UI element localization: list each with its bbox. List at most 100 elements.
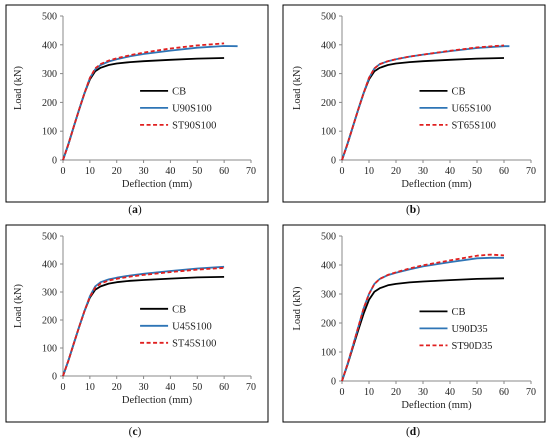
panel-caption-close: ) bbox=[138, 426, 142, 438]
legend-label-cb: CB bbox=[451, 307, 465, 318]
legend-label-cb: CB bbox=[172, 304, 186, 315]
panel-caption-letter: d bbox=[410, 426, 417, 438]
y-tick-label: 200 bbox=[321, 98, 336, 109]
chart-panel-d: 0 100 200 300 400 500 0 10 20 30 40 50 60 70 Deflectio… bbox=[282, 224, 546, 438]
legend-label-st65s100: ST65S100 bbox=[451, 120, 495, 131]
panel-frame bbox=[282, 224, 546, 423]
x-tick-label: 40 bbox=[165, 166, 175, 177]
y-axis-title: Load (kN) bbox=[13, 65, 24, 110]
x-tick-label: 40 bbox=[445, 166, 455, 177]
y-tick-label: 300 bbox=[321, 290, 336, 301]
x-tick-label: 10 bbox=[364, 387, 374, 398]
x-tick-label: 60 bbox=[499, 166, 509, 177]
x-tick-label: 20 bbox=[391, 387, 401, 398]
x-axis-title: Deflection (mm) bbox=[122, 179, 193, 190]
panel-caption: (a) bbox=[128, 204, 142, 216]
y-tick-label: 500 bbox=[321, 12, 336, 23]
y-tick-label: 400 bbox=[42, 40, 57, 51]
y-axis-title: Load (kN) bbox=[13, 283, 24, 328]
panel-frame bbox=[282, 4, 546, 203]
x-tick-label: 0 bbox=[61, 166, 66, 177]
chart-panel-a: 0 100 200 300 400 500 0 10 20 30 40 50 60 70 Deflectio… bbox=[5, 4, 269, 216]
panel-frame bbox=[5, 4, 269, 203]
x-tick-label: 20 bbox=[391, 166, 401, 177]
y-tick-label: 0 bbox=[331, 156, 336, 167]
chart-panel-b: 0 100 200 300 400 500 0 10 20 30 40 50 60 70 Deflectio… bbox=[282, 4, 546, 216]
panel-caption: (c) bbox=[129, 426, 142, 438]
y-tick-label: 300 bbox=[42, 69, 57, 80]
x-tick-label: 10 bbox=[85, 382, 95, 393]
y-tick-label: 300 bbox=[321, 69, 336, 80]
legend-label-cb: CB bbox=[451, 86, 465, 97]
series-line-st65s100 bbox=[341, 44, 505, 161]
legend-label-st90d35: ST90D35 bbox=[451, 341, 492, 352]
panel-caption-letter: c bbox=[132, 426, 137, 438]
y-tick-label: 500 bbox=[321, 232, 336, 243]
x-tick-label: 0 bbox=[340, 387, 345, 398]
legend-label-cb: CB bbox=[172, 86, 186, 97]
x-tick-label: 30 bbox=[418, 166, 428, 177]
x-tick-label: 50 bbox=[192, 382, 202, 393]
x-tick-label: 40 bbox=[445, 387, 455, 398]
y-tick-label: 100 bbox=[321, 348, 336, 359]
y-tick-label: 0 bbox=[331, 377, 336, 388]
panel-caption-open: ( bbox=[406, 426, 410, 438]
panel-caption: (b) bbox=[406, 204, 420, 216]
x-tick-label: 60 bbox=[219, 382, 229, 393]
y-tick-label: 400 bbox=[42, 260, 57, 271]
series-line-st90d35 bbox=[341, 253, 505, 382]
x-tick-label: 70 bbox=[526, 166, 536, 177]
x-tick-label: 50 bbox=[472, 166, 482, 177]
x-tick-label: 60 bbox=[219, 166, 229, 177]
legend-label-u90d35: U90D35 bbox=[451, 324, 487, 335]
x-axis-title: Deflection (mm) bbox=[401, 179, 472, 190]
x-tick-label: 30 bbox=[139, 166, 149, 177]
x-tick-label: 30 bbox=[139, 382, 149, 393]
y-tick-label: 100 bbox=[42, 127, 57, 138]
legend-label-st90s100: ST90S100 bbox=[172, 120, 216, 131]
y-tick-label: 500 bbox=[42, 12, 57, 23]
x-tick-label: 60 bbox=[499, 387, 509, 398]
series-line-st90s100 bbox=[62, 42, 225, 161]
panel-caption-open: ( bbox=[129, 426, 133, 438]
y-tick-label: 0 bbox=[52, 156, 57, 167]
series-line-u90d35 bbox=[341, 256, 504, 382]
panel-caption: (d) bbox=[406, 426, 420, 438]
y-tick-label: 100 bbox=[321, 127, 336, 138]
y-tick-label: 500 bbox=[42, 232, 57, 243]
series-line-st45s100 bbox=[62, 267, 225, 377]
x-tick-label: 30 bbox=[418, 387, 428, 398]
panel-caption-close: ) bbox=[416, 426, 420, 438]
y-axis-title: Load (kN) bbox=[292, 286, 303, 331]
y-tick-label: 100 bbox=[42, 344, 57, 355]
x-tick-label: 10 bbox=[85, 166, 95, 177]
x-tick-label: 20 bbox=[112, 166, 122, 177]
panel-caption-open: ( bbox=[406, 204, 410, 216]
y-tick-label: 200 bbox=[42, 98, 57, 109]
series-line-u90s100 bbox=[62, 45, 238, 161]
x-tick-label: 20 bbox=[112, 382, 122, 393]
y-tick-label: 0 bbox=[52, 372, 57, 383]
panel-caption-close: ) bbox=[416, 204, 420, 216]
panel-caption-letter: b bbox=[410, 204, 416, 216]
chart-panel-c: 0 100 200 300 400 500 0 10 20 30 40 50 60 70 Deflectio… bbox=[5, 224, 269, 438]
legend-label-st45s100: ST45S100 bbox=[172, 338, 216, 349]
panel-frame bbox=[5, 224, 269, 423]
panel-caption-open: ( bbox=[128, 204, 132, 216]
x-tick-label: 70 bbox=[246, 166, 256, 177]
x-tick-label: 50 bbox=[472, 387, 482, 398]
x-tick-label: 50 bbox=[192, 166, 202, 177]
legend-label-u45s100: U45S100 bbox=[172, 321, 212, 332]
x-tick-label: 0 bbox=[340, 166, 345, 177]
y-axis-title: Load (kN) bbox=[292, 65, 303, 110]
x-tick-label: 40 bbox=[165, 382, 175, 393]
panel-caption-close: ) bbox=[138, 204, 142, 216]
legend-label-u90s100: U90S100 bbox=[172, 103, 212, 114]
x-tick-label: 0 bbox=[61, 382, 66, 393]
y-tick-label: 200 bbox=[42, 316, 57, 327]
legend-label-u65s100: U65S100 bbox=[451, 103, 491, 114]
x-axis-title: Deflection (mm) bbox=[401, 400, 472, 411]
x-axis-title: Deflection (mm) bbox=[122, 395, 193, 406]
y-tick-label: 400 bbox=[321, 40, 336, 51]
x-tick-label: 70 bbox=[526, 387, 536, 398]
